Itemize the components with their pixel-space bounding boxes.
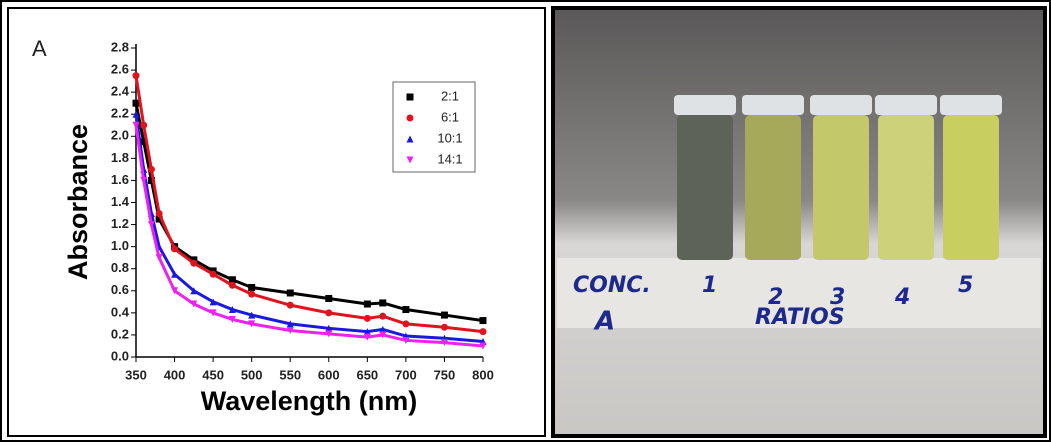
panel-label: A: [32, 36, 47, 61]
marker: [171, 245, 178, 252]
legend-label: 14:1: [437, 151, 462, 166]
marker: [364, 301, 371, 308]
marker: [248, 284, 255, 291]
marker: [441, 324, 448, 331]
vial: [677, 115, 733, 260]
y-tick-label: 1.4: [111, 194, 130, 209]
y-tick-label: 2.4: [111, 84, 130, 99]
y-tick-label: 1.8: [111, 150, 129, 165]
y-tick-label: 2.6: [111, 62, 129, 77]
marker: [325, 309, 332, 316]
photo-label: RATIOS: [755, 305, 845, 330]
legend-label: 6:1: [441, 109, 459, 124]
vial-cap: [940, 95, 1002, 115]
marker: [441, 312, 448, 319]
y-tick-label: 2.0: [111, 128, 129, 143]
y-tick-label: 0.2: [111, 326, 129, 341]
marker: [140, 122, 147, 129]
marker: [148, 166, 155, 173]
vial-cap: [742, 95, 804, 115]
y-tick-label: 1.0: [111, 238, 129, 253]
marker: [210, 271, 217, 278]
x-tick-label: 550: [279, 367, 301, 382]
x-axis-title: Wavelength (nm): [201, 386, 418, 416]
marker: [325, 295, 332, 302]
x-tick-label: 700: [395, 367, 417, 382]
y-tick-label: 0.8: [111, 260, 129, 275]
legend-marker: [407, 115, 414, 122]
photo-label: A: [593, 307, 615, 337]
vial-cap: [674, 95, 736, 115]
marker: [480, 317, 487, 324]
marker: [248, 291, 255, 298]
vial: [745, 115, 801, 260]
vial: [943, 115, 999, 260]
x-tick-label: 400: [164, 367, 186, 382]
y-tick-label: 2.2: [111, 106, 129, 121]
legend-marker: [407, 94, 414, 101]
vial-cap: [810, 95, 872, 115]
vials: [674, 95, 1002, 260]
y-tick-label: 1.2: [111, 216, 129, 231]
x-tick-label: 750: [434, 367, 456, 382]
marker: [287, 289, 294, 296]
y-axis-title: Absorbance: [63, 124, 93, 280]
x-tick-label: 650: [356, 367, 378, 382]
x-tick-label: 500: [241, 367, 263, 382]
y-tick-label: 0.0: [111, 348, 129, 363]
marker: [402, 306, 409, 313]
vial-cap: [875, 95, 937, 115]
y-tick-label: 0.6: [111, 282, 129, 297]
marker: [229, 282, 236, 289]
legend-label: 2:1: [441, 88, 459, 103]
legend-label: 10:1: [437, 130, 462, 145]
x-tick-label: 450: [202, 367, 224, 382]
vial: [813, 115, 869, 260]
marker: [379, 313, 386, 320]
marker: [156, 210, 163, 217]
marker: [133, 72, 140, 79]
marker: [379, 299, 386, 306]
y-tick-label: 0.4: [111, 304, 130, 319]
x-tick-label: 350: [125, 367, 147, 382]
legend-box: [393, 82, 475, 172]
marker: [190, 260, 197, 267]
figure: CONC. 1 2 3 4 5 A RATIOS A Absorbance Wa…: [0, 0, 1051, 442]
x-tick-label: 800: [472, 367, 494, 382]
marker: [287, 302, 294, 309]
photo-label: 4: [894, 285, 910, 310]
y-tick-label: 2.8: [111, 39, 129, 54]
y-tick-label: 1.6: [111, 172, 129, 187]
x-tick-label: 600: [318, 367, 340, 382]
marker: [480, 328, 487, 335]
photo-label: 5: [958, 273, 973, 298]
marker: [364, 315, 371, 322]
vial: [878, 115, 934, 260]
photo-label: 1: [702, 273, 717, 298]
marker: [402, 320, 409, 327]
photo-label: CONC.: [573, 273, 651, 298]
